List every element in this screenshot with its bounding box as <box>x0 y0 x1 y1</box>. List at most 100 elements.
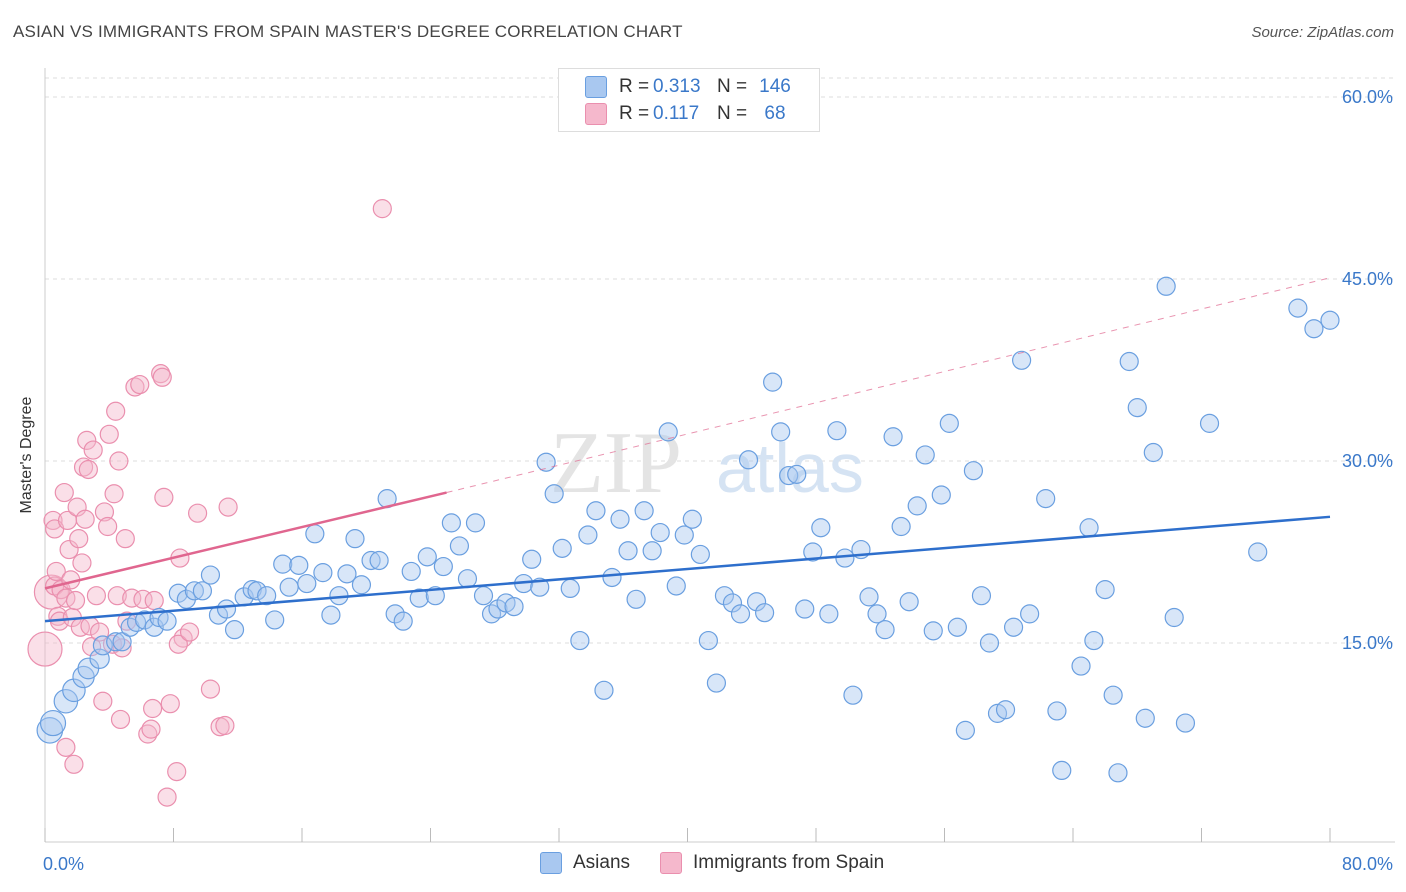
asian-point <box>714 586 735 606</box>
spain-trend-line <box>44 491 447 590</box>
asian-point <box>157 611 177 631</box>
asian-point <box>409 588 429 608</box>
spain-swatch <box>585 103 607 125</box>
asian-point <box>62 678 86 703</box>
asian-point <box>746 592 767 612</box>
asian-point <box>441 513 461 533</box>
spain-point <box>110 709 131 730</box>
watermark-zip: ZIP <box>550 415 682 512</box>
asian-point <box>273 554 293 574</box>
asian-point <box>1047 701 1067 721</box>
spain-point <box>93 691 113 711</box>
asian-point <box>465 513 486 533</box>
asian-point <box>279 577 299 597</box>
legend-item-spain[interactable]: Immigrants from Spain <box>660 852 884 874</box>
spain-point <box>152 367 172 387</box>
asian-point <box>433 556 453 577</box>
n-value: 68 <box>764 103 786 124</box>
asian-point <box>504 596 524 617</box>
asian-point <box>843 685 863 705</box>
gridlines <box>45 77 1395 644</box>
asian-point <box>915 445 935 465</box>
spain-point <box>372 199 392 219</box>
asian-point <box>586 501 606 521</box>
asian-point <box>92 635 113 656</box>
legend-row-spain: R = 0.117 N = 68 <box>585 102 795 126</box>
spain-point <box>77 430 97 450</box>
asian-point <box>674 525 694 545</box>
asian-point <box>779 465 799 486</box>
y-tick-label: 45.0% <box>1342 269 1393 289</box>
spain-point <box>64 754 84 774</box>
asian-point <box>425 586 445 606</box>
asians-swatch <box>585 76 607 98</box>
asian-point <box>706 673 727 693</box>
spain-point <box>27 631 63 667</box>
spain-point <box>179 622 200 642</box>
legend-item-asians[interactable]: Asians <box>540 852 630 874</box>
asian-point <box>351 575 372 595</box>
asian-point <box>544 484 564 504</box>
spain-trend-extension <box>446 277 1331 494</box>
asian-point <box>771 422 791 442</box>
asian-point <box>883 427 903 447</box>
asian-point <box>1108 763 1128 783</box>
spain-point <box>168 634 188 654</box>
asian-point <box>995 700 1016 720</box>
chart-title: ASIAN VS IMMIGRANTS FROM SPAIN MASTER'S … <box>13 22 683 41</box>
spain-point <box>99 424 119 444</box>
asian-point <box>947 617 967 637</box>
asian-point <box>811 518 831 538</box>
asian-point <box>795 599 815 619</box>
asian-point <box>1199 413 1220 433</box>
asian-point <box>835 548 855 568</box>
asian-point <box>369 550 389 571</box>
asian-point <box>457 569 478 589</box>
asian-point <box>1164 607 1184 628</box>
asians-swatch <box>540 852 562 874</box>
asian-point <box>1143 442 1163 463</box>
n-value: 146 <box>759 76 791 97</box>
r-value: 0.117 <box>653 103 700 124</box>
asian-point <box>867 604 887 624</box>
asian-point <box>536 452 556 472</box>
spain-point <box>86 586 107 606</box>
spain-point <box>75 509 95 529</box>
spain-points <box>27 199 392 807</box>
asian-point <box>112 632 132 652</box>
y-tick-label: 60.0% <box>1342 87 1393 107</box>
spain-point <box>130 374 150 395</box>
asian-point <box>522 549 542 569</box>
asian-point <box>1011 350 1032 370</box>
asian-point <box>552 538 572 558</box>
asian-point <box>931 485 951 505</box>
asian-trend-line <box>44 515 1331 623</box>
asian-points <box>36 276 1340 783</box>
spain-point <box>33 574 70 610</box>
asian-point <box>626 589 646 609</box>
asian-point <box>642 541 662 561</box>
asian-point <box>192 581 213 601</box>
asian-point <box>682 509 702 529</box>
spain-point <box>65 590 86 611</box>
asian-point <box>449 536 470 556</box>
spain-point <box>106 401 126 421</box>
asian-point <box>827 421 847 441</box>
asian-point <box>1079 518 1099 538</box>
asian-point <box>385 604 405 624</box>
spain-swatch <box>660 852 683 874</box>
asian-point <box>265 610 285 630</box>
asian-point <box>1288 298 1308 318</box>
asian-point <box>417 547 437 567</box>
asian-point <box>184 581 204 601</box>
spain-point <box>167 762 187 782</box>
asian-point <box>763 372 783 392</box>
asian-point <box>345 529 365 549</box>
spain-point <box>46 561 66 582</box>
asian-point <box>859 587 879 607</box>
asian-point <box>979 633 1000 653</box>
asian-point <box>1103 685 1123 705</box>
asian-point <box>570 630 590 651</box>
x-tick-label: 0.0% <box>43 854 84 874</box>
